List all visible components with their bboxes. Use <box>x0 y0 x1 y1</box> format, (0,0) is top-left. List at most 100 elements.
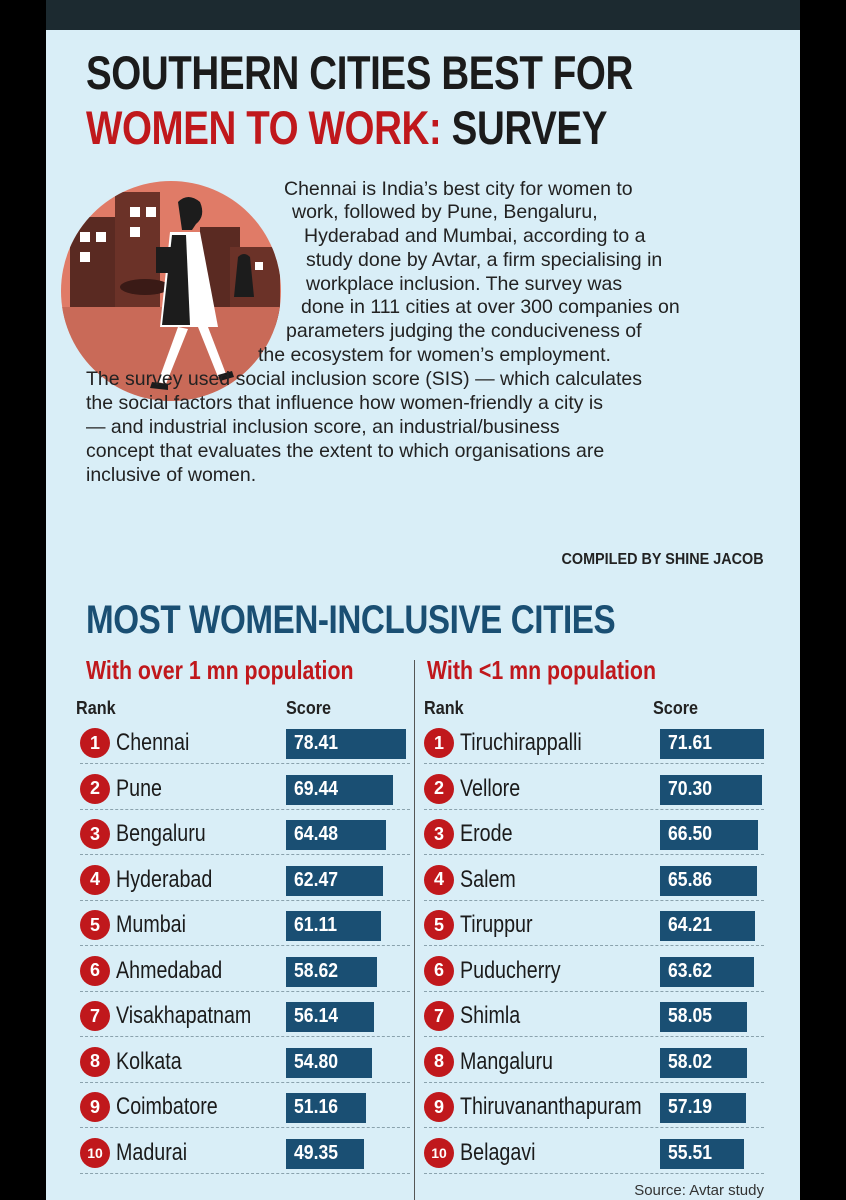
right-column-heading: With <1 mn population <box>427 655 656 685</box>
score-label-right: Score <box>653 698 699 718</box>
city-name: Ahmedabad <box>116 956 223 984</box>
rank-badge: 4 <box>80 864 110 895</box>
city-name: Tiruppur <box>460 911 533 938</box>
ranking-row: 10 Madurai 49.35 <box>80 1134 410 1174</box>
score-bar <box>660 774 763 805</box>
column-divider <box>414 660 415 1200</box>
intro-line: concept that evaluates the extent to whi… <box>86 440 605 462</box>
score-value: 58.02 <box>668 1050 713 1073</box>
rank-badge: 10 <box>424 1137 454 1168</box>
ranking-row: 10 Belagavi 55.51 <box>424 1134 764 1174</box>
ranking-row: 5 Tiruppur 64.21 <box>424 906 764 946</box>
row-separator <box>424 763 764 764</box>
score-value: 54.80 <box>294 1050 339 1073</box>
rank-badge: 6 <box>80 955 110 986</box>
row-separator <box>80 945 410 946</box>
score-value: 65.86 <box>668 868 713 891</box>
city-name: Visakhapatnam <box>116 1002 252 1029</box>
headline-black-part: SURVEY <box>451 101 608 154</box>
headline-red-part: WOMEN TO WORK: <box>86 101 442 154</box>
rank-badge: 9 <box>80 1092 110 1122</box>
score-label-left: Score <box>286 698 332 718</box>
score-bar <box>286 820 386 850</box>
ranking-row: 6 Ahmedabad 58.62 <box>80 952 410 992</box>
rank-badge: 5 <box>424 910 454 940</box>
ranking-row: 9 Thiruvananthapuram 57.19 <box>424 1088 764 1128</box>
ranking-row: 3 Bengaluru 64.48 <box>80 815 410 855</box>
row-separator <box>424 854 764 855</box>
ranking-row: 2 Vellore 70.30 <box>424 770 764 810</box>
intro-line: the ecosystem for women’s employment. <box>258 344 611 366</box>
score-value: 56.14 <box>294 1005 339 1027</box>
city-name: Mumbai <box>116 911 186 938</box>
ranking-row: 8 Kolkata 54.80 <box>80 1043 410 1083</box>
city-name: Salem <box>460 865 516 893</box>
row-separator <box>424 1172 764 1174</box>
score-bar <box>286 774 393 805</box>
intro-line: Hyderabad and Mumbai, according to a <box>304 225 646 247</box>
left-column-heading: With over 1 mn population <box>86 655 354 685</box>
score-value: 66.50 <box>668 823 713 845</box>
row-separator <box>80 854 410 855</box>
city-name: Mangaluru <box>460 1047 553 1075</box>
ranking-row: 1 Chennai 78.41 <box>80 724 410 764</box>
city-name: Hyderabad <box>116 865 213 893</box>
score-value: 62.47 <box>294 868 339 891</box>
intro-line: done in 111 cities at over 300 companies… <box>301 296 680 318</box>
score-bar <box>286 956 378 987</box>
rank-label-right: Rank <box>424 698 464 718</box>
section-heading: MOST WOMEN-INCLUSIVE CITIES <box>86 598 616 642</box>
score-value: 58.62 <box>294 959 339 982</box>
city-name: Coimbatore <box>116 1093 218 1120</box>
ranking-row: 9 Coimbatore 51.16 <box>80 1088 410 1128</box>
row-separator <box>80 1036 410 1037</box>
intro-line: work, followed by Pune, Bengaluru, <box>292 201 598 223</box>
row-separator <box>424 945 764 946</box>
city-name: Bengaluru <box>116 820 206 847</box>
score-value: 70.30 <box>668 777 713 800</box>
rank-badge: 3 <box>80 819 110 849</box>
score-bar <box>286 1093 367 1123</box>
score-value: 61.11 <box>294 914 338 936</box>
row-separator <box>80 1081 410 1083</box>
credit-line: COMPILED BY SHINE JACOB <box>561 551 764 568</box>
score-bar <box>660 729 764 759</box>
score-value: 51.16 <box>294 1096 339 1118</box>
row-separator <box>80 990 410 992</box>
row-separator <box>80 763 410 764</box>
ranking-row: 4 Hyderabad 62.47 <box>80 861 410 901</box>
ranking-row: 7 Visakhapatnam 56.14 <box>80 997 410 1037</box>
score-value: 71.61 <box>668 732 713 754</box>
score-bar <box>660 1138 744 1169</box>
intro-line: workplace inclusion. The survey was <box>306 273 623 295</box>
score-value: 64.21 <box>668 914 713 936</box>
rank-badge: 6 <box>424 955 454 986</box>
score-bar <box>660 956 754 987</box>
row-separator <box>80 808 410 810</box>
score-value: 69.44 <box>294 777 339 800</box>
headline-line-2: WOMEN TO WORK: SURVEY <box>86 100 607 155</box>
ranking-row: 5 Mumbai 61.11 <box>80 906 410 946</box>
rank-badge: 2 <box>80 773 110 804</box>
score-value: 58.05 <box>668 1005 713 1027</box>
ranking-row: 4 Salem 65.86 <box>424 861 764 901</box>
rank-badge: 5 <box>80 910 110 940</box>
score-bar <box>286 1002 374 1032</box>
score-bar <box>660 1093 746 1123</box>
rank-badge: 8 <box>424 1046 454 1077</box>
row-separator <box>80 899 410 901</box>
city-name: Thiruvananthapuram <box>460 1093 642 1120</box>
row-separator <box>424 899 764 901</box>
score-bar <box>286 865 383 896</box>
infographic-panel: SOUTHERN CITIES BEST FOR WOMEN TO WORK: … <box>46 0 800 1200</box>
rank-label-left: Rank <box>76 698 116 718</box>
rank-badge: 3 <box>424 819 454 849</box>
source-note: Source: Avtar study <box>634 1182 764 1199</box>
intro-line: the social factors that influence how wo… <box>86 392 603 414</box>
rank-badge: 9 <box>424 1092 454 1122</box>
woman-walking-illustration <box>61 181 281 401</box>
city-name: Kolkata <box>116 1047 182 1075</box>
score-bar <box>286 911 381 941</box>
rank-badge: 4 <box>424 864 454 895</box>
intro-line: Chennai is India’s best city for women t… <box>284 178 633 200</box>
